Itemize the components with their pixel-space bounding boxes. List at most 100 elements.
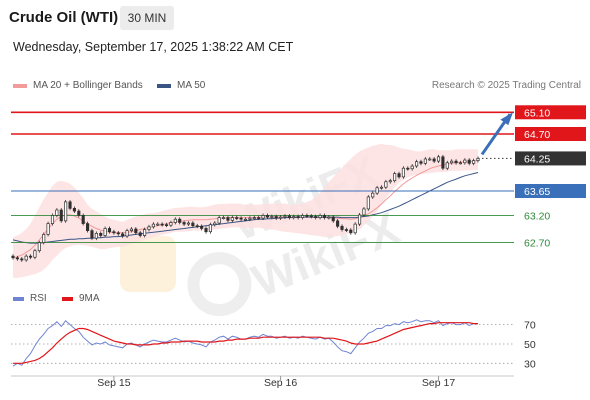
- candle-body: [353, 223, 357, 234]
- candle-body: [129, 228, 133, 231]
- watermark-logo-ring: [187, 252, 252, 317]
- candle-body: [340, 225, 344, 230]
- candle-body: [243, 218, 248, 221]
- candle-body: [173, 218, 177, 223]
- legend-rsi: RSI: [13, 293, 47, 304]
- timeframe-badge[interactable]: 30 MIN: [120, 6, 174, 30]
- legend-rsi-label: RSI: [30, 293, 47, 304]
- candle-body: [64, 201, 68, 222]
- candle-body: [178, 218, 182, 223]
- candle-body: [279, 216, 283, 219]
- candle-body: [77, 210, 81, 216]
- candle-body: [204, 228, 208, 233]
- candle-body: [349, 229, 353, 234]
- legend-9ma-label: 9MA: [79, 293, 100, 304]
- candle-body: [90, 230, 94, 239]
- candle-body: [230, 217, 234, 221]
- candle-body: [397, 173, 401, 178]
- candle-body: [147, 226, 151, 230]
- candle-body: [134, 228, 138, 234]
- candle-body: [296, 216, 300, 218]
- legend-9ma: 9MA: [62, 293, 100, 304]
- rsi-tick-label-0: 70: [524, 320, 536, 332]
- candle-body: [375, 187, 379, 194]
- candle-body: [379, 186, 384, 189]
- candle-body: [309, 215, 313, 218]
- candle-body: [112, 231, 116, 234]
- time-axis: Sep 15 Sep 16 Sep 17: [11, 375, 514, 389]
- candle-body: [384, 181, 388, 188]
- candle-body: [454, 160, 458, 164]
- candle-body: [72, 208, 76, 212]
- candle-body: [143, 229, 147, 236]
- candle-body: [257, 217, 261, 219]
- candle-body: [287, 215, 291, 218]
- candle-body: [24, 255, 28, 261]
- rsi-swatch: [13, 296, 24, 301]
- candle-body: [371, 192, 375, 198]
- candle-body: [151, 223, 155, 228]
- candle-body: [467, 159, 471, 164]
- candle-body: [419, 161, 423, 164]
- candle-body: [33, 250, 37, 258]
- rsi-tick-label-2: 30: [524, 358, 536, 370]
- price-panel: 65.10 64.70 64.25 63.65 63.20 62.70: [11, 105, 586, 278]
- candle-body: [37, 242, 41, 252]
- candle-body: [182, 222, 186, 225]
- candle-body: [116, 232, 120, 235]
- candle-body: [423, 158, 427, 164]
- candle-body: [81, 215, 85, 224]
- chart-credit: Research © 2025 Trading Central: [431, 80, 581, 91]
- candle-body: [331, 216, 335, 222]
- candle-body: [248, 217, 252, 220]
- candle-body: [270, 216, 274, 218]
- candle-body: [213, 222, 217, 226]
- rsi-panel: 70 50 30: [11, 319, 536, 370]
- level-tag-bg-2: [515, 151, 586, 166]
- candle-body: [103, 228, 107, 236]
- ma50-swatch: [157, 83, 171, 88]
- legend-ma20-label: MA 20 + Bollinger Bands: [33, 80, 143, 91]
- chart-datetime: Wednesday, September 17, 2025 1:38:22 AM…: [13, 40, 294, 54]
- candle-body: [169, 222, 173, 226]
- candle-body: [327, 216, 331, 219]
- rsi-ma-line: [13, 322, 478, 364]
- candle-body: [50, 215, 55, 224]
- level-tag-2: 64.25: [524, 153, 550, 165]
- candle-body: [28, 255, 33, 258]
- level-tag-bg-1: [515, 127, 586, 141]
- candle-body: [318, 215, 322, 218]
- candle-body: [401, 167, 405, 178]
- instrument-title: Crude Oil (WTI): [9, 9, 119, 26]
- candle-body: [226, 217, 230, 221]
- candle-body: [195, 225, 199, 228]
- candle-body: [11, 255, 15, 259]
- level-tag-bg-3: [515, 184, 586, 198]
- candle-body: [362, 208, 366, 216]
- candle-body: [476, 158, 480, 161]
- candle-body: [314, 216, 318, 218]
- candle-body: [252, 217, 256, 219]
- candle-body: [68, 201, 72, 209]
- candle-body: [94, 232, 98, 239]
- time-tick-label-2: Sep 17: [422, 377, 455, 389]
- candle-body: [300, 215, 305, 218]
- candle-body: [55, 209, 59, 216]
- candle-body: [292, 216, 296, 218]
- candle-body: [208, 224, 212, 233]
- ma20-swatch: [13, 83, 27, 88]
- candle-body: [239, 217, 243, 220]
- candle-body: [42, 234, 46, 243]
- candle-body: [86, 223, 90, 231]
- candle-body: [366, 196, 370, 210]
- legend-ma50-label: MA 50: [177, 80, 206, 91]
- candle-body: [121, 233, 125, 237]
- watermark-yellow-block: [120, 236, 176, 292]
- candle-body: [59, 209, 63, 222]
- level-tag-1: 64.70: [524, 129, 550, 141]
- candle-body: [436, 156, 441, 162]
- candle-body: [99, 232, 103, 236]
- candle-body: [186, 222, 191, 225]
- candle-body: [265, 215, 269, 218]
